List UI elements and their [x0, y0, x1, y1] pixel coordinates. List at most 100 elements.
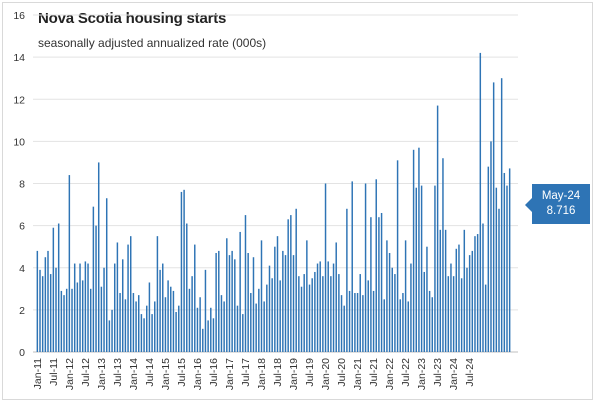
bar [316, 263, 319, 352]
bar [81, 280, 84, 352]
bar [380, 212, 383, 352]
bar [508, 168, 511, 352]
bar [391, 267, 393, 352]
bar [95, 225, 97, 353]
bar [500, 78, 503, 352]
bar [151, 314, 153, 352]
bar [284, 255, 287, 352]
bar [183, 189, 185, 352]
bar [178, 305, 180, 352]
bar [180, 191, 183, 352]
x-tick-label: Jan-16 [192, 358, 204, 390]
bar [314, 271, 316, 352]
bar [194, 244, 196, 352]
bar [356, 293, 359, 352]
bar [452, 276, 455, 352]
bar [506, 185, 508, 352]
bar [319, 261, 321, 352]
bar [223, 301, 225, 352]
bar [444, 229, 447, 352]
y-tick-label: 14 [13, 52, 25, 64]
bar [303, 274, 305, 352]
bar [335, 242, 337, 352]
bar [458, 244, 460, 352]
bar [290, 215, 292, 352]
bar [92, 206, 95, 352]
x-tick-label: Jan-13 [96, 358, 108, 390]
bar [196, 307, 199, 352]
bar [495, 187, 498, 352]
bar [383, 299, 385, 352]
bar [39, 269, 41, 352]
bar [73, 263, 76, 352]
bar [215, 253, 217, 352]
bar [124, 299, 127, 352]
bar [263, 301, 265, 352]
bar [466, 267, 468, 352]
bar [47, 250, 49, 352]
y-tick-label: 16 [13, 10, 25, 22]
bar [426, 246, 428, 352]
bar [84, 261, 87, 352]
bar [49, 274, 52, 352]
bar [292, 255, 295, 352]
bar [298, 276, 300, 352]
bar [359, 274, 361, 352]
bar [140, 314, 143, 352]
bar [490, 141, 492, 353]
y-tick-label: 2 [19, 305, 25, 317]
bar [274, 246, 276, 352]
bar [170, 286, 172, 352]
bar [343, 305, 345, 352]
bar [399, 299, 401, 352]
bar [97, 162, 100, 352]
bar [372, 290, 375, 352]
x-tick-label: Jul-14 [144, 358, 156, 387]
bar [423, 271, 426, 352]
bar [418, 147, 420, 352]
bar [57, 223, 60, 352]
bar [108, 320, 111, 352]
bar [266, 284, 268, 352]
bar [498, 208, 500, 352]
bar [204, 269, 207, 352]
bar [460, 278, 463, 352]
bar [330, 276, 332, 352]
x-tick-label: Jul-17 [240, 358, 252, 387]
callout-value: 8.716 [546, 205, 576, 217]
x-tick-label: Jan-17 [224, 358, 236, 390]
bar [388, 253, 391, 352]
bar [442, 158, 444, 352]
bar [239, 231, 241, 352]
bar [282, 250, 284, 352]
bar [415, 187, 417, 352]
bar [420, 185, 423, 352]
bar [156, 236, 159, 352]
bar [340, 295, 343, 352]
bar [242, 314, 244, 352]
y-tick-label: 10 [13, 136, 25, 148]
bar [60, 290, 63, 352]
bar [76, 282, 79, 352]
x-tick-label: Jan-19 [288, 358, 300, 390]
bar [154, 301, 156, 352]
bar [434, 185, 436, 352]
x-tick-label: Jul-19 [304, 358, 316, 387]
bar [130, 236, 132, 352]
bar [255, 303, 257, 352]
bar [202, 328, 204, 352]
bar [394, 274, 396, 352]
bar [250, 293, 252, 352]
bar [199, 297, 201, 352]
bar [121, 259, 124, 352]
bar [412, 149, 415, 352]
bar [135, 301, 137, 352]
bar [63, 295, 65, 352]
x-axis-ticks: Jan-11 Jul-11 Jan-12 Jul-12 Jan-13 Jul-13 Jan-… [32, 358, 476, 390]
x-tick-label: Jan-20 [320, 358, 332, 390]
bar [100, 286, 103, 352]
y-tick-label: 8 [19, 179, 25, 191]
bar [247, 253, 249, 352]
bar [354, 293, 356, 352]
